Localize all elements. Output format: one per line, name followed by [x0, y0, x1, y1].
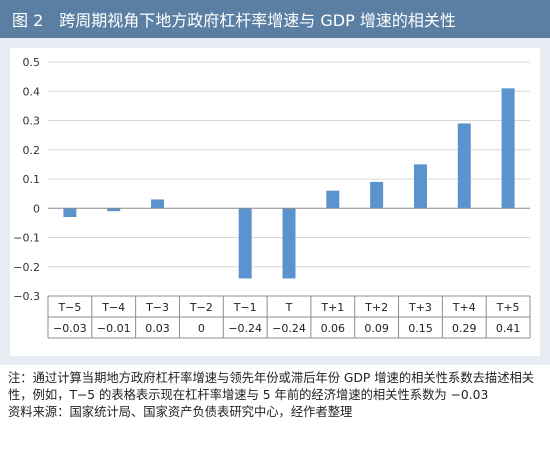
category-label: T+1: [320, 301, 344, 314]
data-label: 0.29: [452, 322, 477, 335]
data-label: −0.03: [53, 322, 87, 335]
data-label: 0.06: [321, 322, 346, 335]
bar: [326, 190, 340, 209]
bar: [63, 208, 77, 218]
y-tick-label: 0.5: [23, 56, 41, 69]
bar: [107, 208, 121, 212]
data-label: −0.01: [97, 322, 131, 335]
category-label: T−2: [189, 301, 213, 314]
bar: [151, 199, 165, 209]
figure-note: 注：通过计算当期地方政府杠杆率增速与领先年份或滞后年份 GDP 增速的相关性系数…: [8, 371, 535, 402]
figure-header: 图 2 跨周期视角下地方政府杠杆率增速与 GDP 增速的相关性: [0, 0, 550, 38]
bar-chart: 0.5 0.4 0.3 0.2 0.1 0 −0.1 −0.2 −0.3 T−5 −0.03 T−4 −…: [13, 56, 531, 339]
plot-area: 0.5 0.4 0.3 0.2 0.1 0 −0.1 −0.2 −0.3 T−5 −0.03 T−4 −…: [10, 48, 540, 356]
bar: [282, 208, 296, 279]
data-label: 0.09: [364, 322, 389, 335]
y-tick-label: 0: [33, 202, 40, 215]
data-label: 0: [198, 322, 205, 335]
category-label: T+5: [496, 301, 520, 314]
y-tick-label: 0.2: [23, 144, 41, 157]
data-label: −0.24: [272, 322, 306, 335]
bar: [457, 123, 471, 209]
category-label: T+4: [452, 301, 476, 314]
figure-source: 资料来源：国家统计局、国家资产负债表研究中心，经作者整理: [8, 405, 353, 419]
y-tick-label: 0.3: [23, 115, 41, 128]
category-label: T−1: [233, 301, 257, 314]
bar: [238, 208, 252, 279]
figure-title: 跨周期视角下地方政府杠杆率增速与 GDP 增速的相关性: [59, 11, 456, 30]
y-tick-label: −0.3: [13, 290, 40, 303]
bar: [370, 181, 384, 209]
category-label: T−5: [57, 301, 81, 314]
bar: [501, 88, 515, 209]
category-label: T−3: [145, 301, 169, 314]
data-label: 0.15: [408, 322, 433, 335]
data-label: 0.41: [496, 322, 521, 335]
category-label: T−4: [101, 301, 125, 314]
data-label: 0.03: [145, 322, 170, 335]
y-tick-label: −0.2: [13, 261, 40, 274]
category-label: T+3: [408, 301, 432, 314]
figure-number: 图 2: [12, 11, 44, 30]
category-label: T+2: [364, 301, 388, 314]
figure-panel: 图 2 跨周期视角下地方政府杠杆率增速与 GDP 增速的相关性 0.5 0.4 0.…: [0, 0, 550, 365]
y-tick-label: 0.1: [23, 173, 41, 186]
figure-notes: 注：通过计算当期地方政府杠杆率增速与领先年份或滞后年份 GDP 增速的相关性系数…: [8, 370, 548, 421]
y-tick-label: 0.4: [23, 85, 41, 98]
category-label: T: [285, 301, 293, 314]
data-label: −0.24: [228, 322, 262, 335]
y-tick-label: −0.1: [13, 232, 40, 245]
bar: [413, 164, 427, 209]
